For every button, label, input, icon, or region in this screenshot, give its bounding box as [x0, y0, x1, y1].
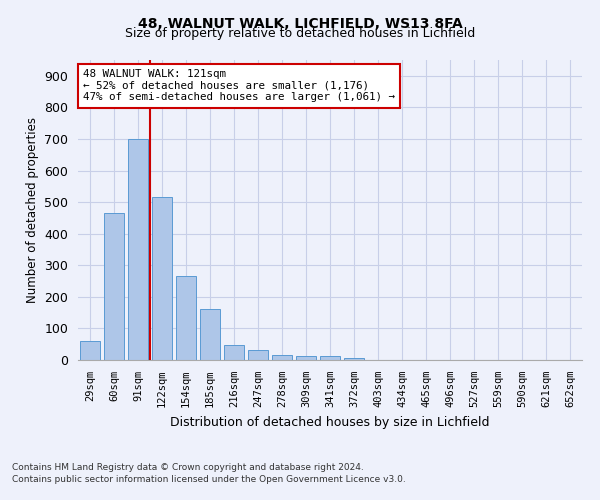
- Bar: [320, 356, 340, 360]
- Text: 48, WALNUT WALK, LICHFIELD, WS13 8FA: 48, WALNUT WALK, LICHFIELD, WS13 8FA: [137, 18, 463, 32]
- Text: Contains HM Land Registry data © Crown copyright and database right 2024.: Contains HM Land Registry data © Crown c…: [12, 464, 364, 472]
- Text: 48 WALNUT WALK: 121sqm
← 52% of detached houses are smaller (1,176)
47% of semi-: 48 WALNUT WALK: 121sqm ← 52% of detached…: [83, 69, 395, 102]
- Bar: [344, 358, 364, 360]
- Bar: [224, 345, 244, 360]
- Y-axis label: Number of detached properties: Number of detached properties: [26, 117, 39, 303]
- Text: Size of property relative to detached houses in Lichfield: Size of property relative to detached ho…: [125, 28, 475, 40]
- Bar: [272, 354, 292, 360]
- Bar: [128, 139, 148, 360]
- Bar: [176, 276, 196, 360]
- Bar: [248, 350, 268, 360]
- Bar: [296, 356, 316, 360]
- Bar: [200, 310, 220, 360]
- Bar: [152, 198, 172, 360]
- Text: Contains public sector information licensed under the Open Government Licence v3: Contains public sector information licen…: [12, 475, 406, 484]
- X-axis label: Distribution of detached houses by size in Lichfield: Distribution of detached houses by size …: [170, 416, 490, 428]
- Bar: [80, 341, 100, 360]
- Bar: [104, 213, 124, 360]
